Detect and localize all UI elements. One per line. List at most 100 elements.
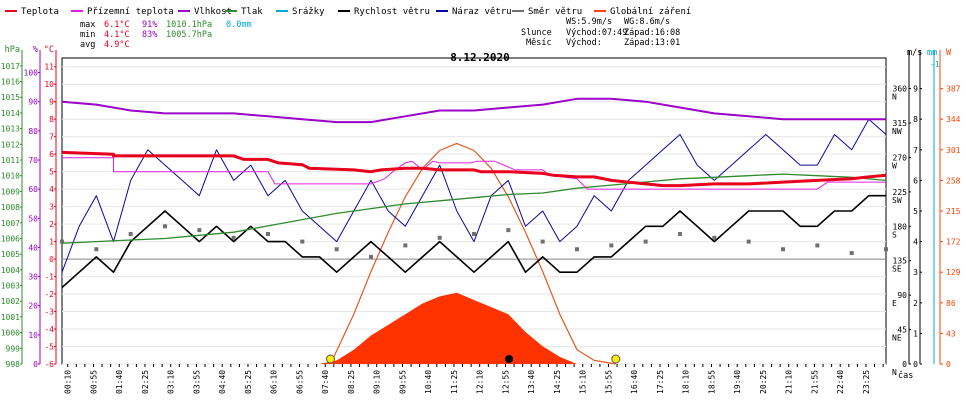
direction-point (678, 231, 682, 236)
axis-tick-label: 998 (6, 360, 21, 369)
axis-tick-label: 0 (902, 360, 907, 369)
axis-tick-label: 10 (44, 80, 54, 89)
direction-point (506, 228, 511, 233)
legend-item: Vlhkost (178, 7, 232, 17)
x-tick-label: 20:25 (759, 370, 768, 394)
axis-direction-label: SW (892, 196, 902, 205)
axis-tick-label: 30 (28, 273, 38, 282)
direction-point (94, 247, 99, 252)
axis-tick-label: -3 (44, 308, 54, 317)
axis-tick-label: 7 (913, 146, 918, 155)
x-tick-label: 18:10 (682, 370, 691, 394)
axis-tick-label: 344 (946, 115, 961, 124)
series-wind-gust (61, 118, 887, 273)
direction-point (128, 231, 133, 236)
axis-wind-speed: 0 1 2 3 4 5 6 7 8 9 (913, 50, 922, 369)
axis-unit-label: W (946, 48, 952, 58)
info-wind-gust: WG:8.6m/s (624, 17, 670, 27)
axis-tick-label: 100 (24, 69, 39, 78)
axis-unit-label: % (33, 45, 38, 55)
axis-tick-label: 1017 (1, 62, 20, 71)
x-tick-label: 03:10 (167, 370, 176, 394)
x-tick-label: 04:40 (218, 370, 227, 394)
info-wind-speed: WS:5.9m/s (566, 17, 612, 27)
axis-tick-label: 6 (913, 176, 918, 185)
axis-tick-label: 5 (913, 207, 918, 216)
legend-label: Vlhkost (194, 7, 232, 17)
axis-tick-label: 301 (946, 146, 961, 155)
x-tick-label: 22:40 (836, 370, 845, 394)
axis-tick-label: 9 (913, 85, 918, 94)
axis-tick-label: 1 (49, 238, 54, 247)
legend-item: Směr větru (512, 7, 582, 17)
stat-humidity: 91% (142, 20, 157, 30)
legend-label: Rychlost větru (354, 7, 430, 17)
axis-tick-label: 1003 (1, 282, 20, 291)
direction-point (403, 243, 408, 248)
axis-tick-label: 270 (893, 153, 908, 162)
axis-direction-label: N (892, 93, 897, 102)
axis-tick-label: 2 (49, 220, 54, 229)
axis-tick-label: 1004 (1, 266, 20, 275)
axis-tick-label: 1010 (1, 172, 20, 181)
axis-tick-label: 40 (28, 243, 38, 252)
axis-tick-label: 0 (913, 360, 918, 369)
stat-pressure: 1005.7hPa (166, 30, 212, 40)
axis-tick-label: 2 (913, 299, 918, 308)
direction-point (266, 231, 270, 236)
axis-tick-label: -1 (930, 60, 940, 69)
axis-tick-label: 50 (28, 214, 38, 223)
x-tick-label: 18:55 (708, 370, 717, 394)
direction-point (575, 247, 579, 252)
axis-tick-label: 1009 (1, 187, 20, 196)
stats-block: max 6.1°C 91% 1010.1hPa min 4.1°C 83% 1005.7hPa… (80, 20, 252, 50)
sunset-marker (611, 354, 621, 364)
info-moon-set: Západ:13:01 (624, 38, 680, 48)
direction-point (60, 239, 64, 244)
x-tick-label: 00:55 (90, 370, 99, 394)
axis-direction-label: W (892, 161, 897, 170)
series-wind-speed (61, 194, 886, 289)
axis-tick-label: 1016 (1, 78, 20, 87)
direction-point (609, 243, 614, 248)
stat-rain: 0.0mm (226, 20, 252, 30)
x-tick-label: 12:55 (502, 370, 511, 394)
axis-tick-label: -2 (44, 290, 54, 299)
stat-humidity: 83% (142, 30, 157, 40)
axis-tick-label: 70 (28, 156, 38, 165)
info-sun-label: Slunce (521, 28, 552, 38)
axis-tick-label: 5 (49, 168, 54, 177)
axis-tick-label: 20 (28, 302, 38, 311)
legend-label: Tlak (241, 7, 263, 17)
axis-tick-label: 999 (6, 344, 21, 353)
axis-tick-label: 6 (49, 150, 54, 159)
axis-tick-label: 9 (49, 98, 54, 107)
legend-item: Tlak (225, 7, 263, 17)
direction-point (815, 243, 820, 248)
axis-tick-label: 4 (49, 185, 54, 194)
x-tick-label: 19:40 (733, 370, 742, 394)
axis-tick-label: 129 (946, 268, 961, 277)
axis-tick-label: 1013 (1, 125, 20, 134)
stat-pressure: 1010.1hPa (166, 20, 212, 30)
axis-direction-label: NW (892, 127, 902, 136)
direction-point (369, 254, 373, 259)
axis-tick-label: -5 (44, 343, 54, 352)
axis-radiation: W 0 43 86 129 172 215 258 301 344 387 (939, 48, 961, 369)
axis-direction-label: S (892, 230, 897, 239)
x-tick-label: 21:10 (785, 370, 794, 394)
legend-label: Globální záření (610, 7, 691, 17)
series-layer (60, 97, 888, 365)
axis-tick-label: 1001 (1, 313, 20, 322)
axis-tick-label: 360 (893, 85, 908, 94)
legend-item: Rychlost větru (338, 7, 430, 17)
axis-tick-label: 1011 (1, 156, 20, 165)
axis-tick-label: 1008 (1, 203, 20, 212)
direction-point (197, 228, 202, 233)
legend-label: Srážky (292, 7, 325, 17)
x-tick-label: 15:55 (605, 370, 614, 394)
direction-point (540, 239, 545, 244)
x-tick-label: 15:10 (579, 370, 588, 394)
legend-item: Přízemní teplota (71, 7, 174, 17)
